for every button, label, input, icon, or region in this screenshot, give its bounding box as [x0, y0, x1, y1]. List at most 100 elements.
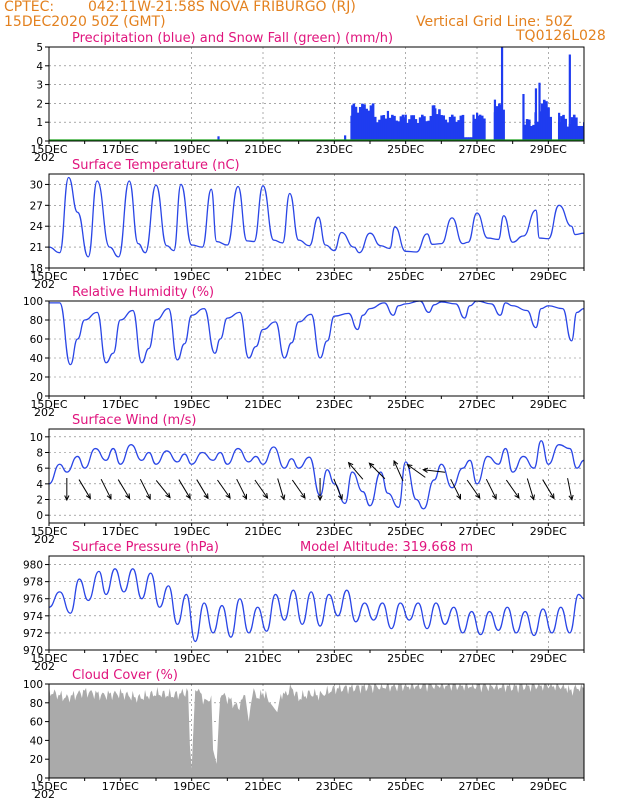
precip-bar — [423, 116, 426, 141]
y-tick-label: 8 — [36, 448, 43, 460]
series-line — [49, 301, 584, 366]
y-tick-label: 100 — [23, 296, 43, 308]
wind-arrow — [64, 478, 70, 502]
series-line — [49, 568, 584, 643]
wind-arrow — [155, 480, 171, 499]
wind-arrow-head — [85, 493, 91, 500]
wind-arrow-head — [456, 493, 462, 500]
x-tick-label: 29DEC — [530, 525, 567, 538]
x-tick-label: 17DEC — [102, 525, 139, 538]
x-tick-label: 19DEC — [173, 143, 210, 156]
y-tick-label: 980 — [23, 560, 43, 572]
wind-arrow — [100, 478, 112, 500]
precip-bar — [414, 119, 418, 141]
x-tick-label: 19DEC — [173, 780, 210, 793]
y-tick-label: 2 — [36, 98, 43, 110]
precip-bar — [498, 103, 501, 141]
wind-arrow — [450, 478, 462, 500]
wind-arrow-head — [317, 495, 323, 502]
precip-bar — [472, 121, 475, 141]
precip-bar — [459, 115, 463, 141]
precip-bar — [532, 124, 535, 141]
precip-bar — [493, 112, 497, 141]
precip-bar — [442, 115, 446, 141]
precip-bar — [440, 115, 443, 141]
precip-bar — [397, 121, 401, 141]
x-tick-label: 25DEC — [387, 143, 424, 156]
wind-arrow — [317, 478, 323, 502]
y-tick-label: 60 — [30, 334, 43, 346]
precip-bar — [557, 122, 561, 141]
wind-arrow — [196, 479, 209, 500]
header-location: 042:11W-21:58S NOVA FRIBURGO (RJ) — [88, 0, 356, 15]
precip-bar — [542, 99, 546, 141]
wind-arrow-shaft — [333, 478, 343, 500]
y-tick-label: 27 — [30, 200, 43, 212]
wind-arrow-head — [347, 461, 354, 468]
wind-arrow-head — [64, 495, 70, 502]
panel-title: Surface Temperature (nC) — [72, 158, 240, 173]
wind-arrow-head — [514, 492, 520, 499]
wind-arrow-head — [185, 493, 191, 500]
x-year-fragment: 202 — [34, 278, 55, 291]
y-tick-label: 0 — [36, 136, 43, 148]
precip-bar — [579, 125, 582, 141]
panel-frame — [48, 428, 585, 524]
precip-bar — [354, 106, 358, 141]
precip-bar — [344, 135, 347, 141]
wind-arrow-shaft — [348, 462, 364, 480]
wind-arrow — [347, 461, 364, 480]
y-tick-label: 970 — [23, 645, 43, 657]
wind-arrow-shaft — [236, 478, 247, 500]
wind-arrow — [217, 479, 231, 499]
x-tick-label: 23DEC — [316, 780, 353, 793]
x-year-fragment: 202 — [34, 533, 55, 546]
precip-bar — [478, 114, 482, 141]
panel-5: 970 972 974 976 978 980 15DEC 17DEC 19DEC 21DEC 23… — [23, 540, 585, 673]
wind-arrow — [567, 478, 574, 501]
precip-bar — [382, 115, 386, 141]
wind-arrow-shaft — [567, 478, 573, 500]
x-tick-label: 25DEC — [387, 398, 424, 411]
precip-bar — [461, 114, 465, 141]
precip-bar — [403, 117, 407, 141]
x-tick-label: 15DEC — [30, 652, 67, 665]
wind-arrow-shaft — [155, 480, 171, 498]
precip-bar — [427, 120, 431, 141]
wind-arrow-shaft — [369, 462, 386, 480]
wind-arrow-shaft — [485, 478, 497, 500]
y-tick-label: 974 — [23, 611, 43, 623]
wind-arrow-shaft — [196, 479, 209, 499]
precip-bar — [570, 117, 574, 141]
x-tick-label: 29DEC — [530, 270, 567, 283]
y-tick-label: 0 — [36, 510, 43, 522]
wind-arrow-shaft — [526, 478, 535, 500]
precip-bar — [476, 115, 480, 141]
wind-arrow — [466, 479, 481, 499]
precip-bar — [401, 114, 405, 141]
wind-arrow — [78, 479, 91, 500]
panel-title: Cloud Cover (%) — [72, 668, 178, 683]
x-tick-label: 17DEC — [102, 143, 139, 156]
x-tick-label: 21DEC — [244, 270, 281, 283]
precip-bar — [560, 116, 563, 141]
y-tick-label: 976 — [23, 594, 43, 606]
wind-arrow-head — [145, 493, 151, 500]
wind-arrow-head — [491, 493, 497, 500]
panel-2: 18 21 24 27 30 15DEC 17DEC 19DEC 21DEC 23DEC 25DEC… — [30, 158, 585, 291]
header-grid-note: Vertical Grid Line: 50Z — [416, 14, 573, 30]
precip-bar — [408, 119, 411, 141]
precip-bar — [455, 121, 458, 141]
header-run-time: 15DEC2020 50Z (GMT) — [4, 14, 166, 30]
x-tick-label: 15DEC — [30, 525, 67, 538]
wind-arrow-shaft — [466, 479, 481, 499]
wind-arrow-head — [203, 493, 209, 500]
precip-bar — [545, 101, 548, 141]
precip-bar — [453, 116, 456, 141]
wind-arrow — [117, 479, 131, 500]
wind-arrow — [422, 467, 446, 473]
wind-arrow — [178, 479, 191, 500]
wind-arrow-head — [393, 459, 399, 466]
precip-bar — [393, 115, 396, 141]
precip-bar — [371, 103, 375, 141]
